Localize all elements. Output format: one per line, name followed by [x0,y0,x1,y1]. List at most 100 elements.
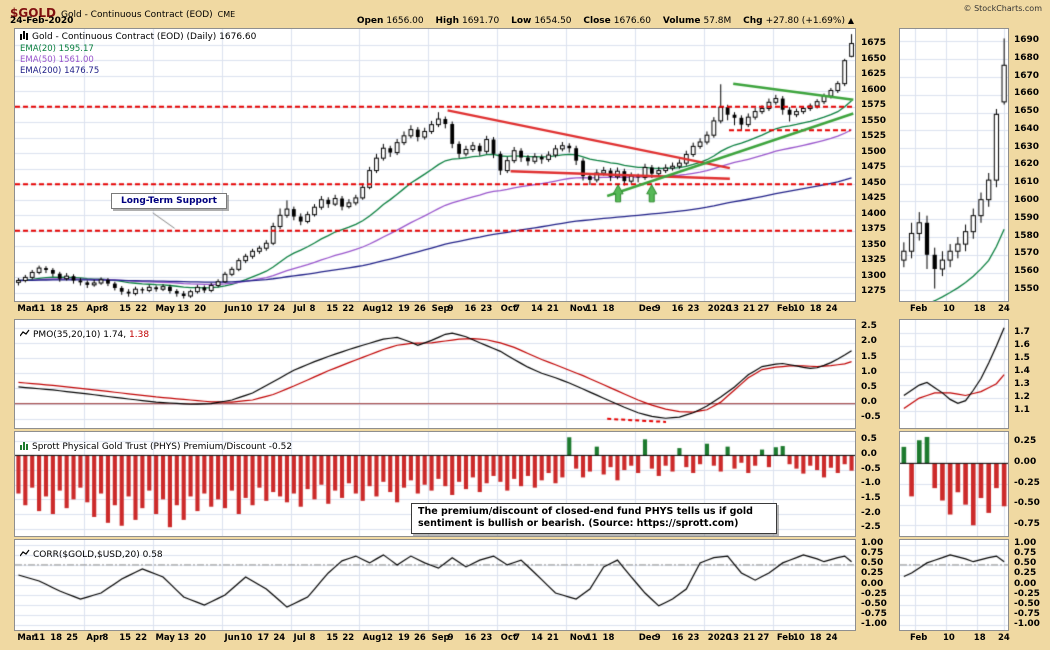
y-tick-label: 1375 [861,224,887,235]
x-tick-label: 18 [809,633,822,643]
y-tick-label: 2.5 [861,321,877,332]
xlabels-top-main: Mar 11 18 25 Apr 8 15 22 May 13 20 Jun 10 17 24 Jul 8 15 2… [14,304,856,317]
y-tick-label: 0.00 [1014,456,1037,467]
y-axis-price-zoom: 1550 1560 1570 1580 1590 1600 1610 1620 1630 1640… [1011,28,1049,302]
x-tick-label: Dec [638,304,657,314]
phys-label: Sprott Physical Gold Trust (PHYS) Premiu… [32,442,293,452]
high-value: 1691.70 [461,16,500,26]
x-tick-label: 7 [514,304,521,314]
volume-value: 57.8M [703,16,732,26]
y-tick-label: 1325 [861,255,887,266]
y-tick-label: -0.5 [861,463,881,474]
y-tick-label: 1690 [1014,34,1040,45]
y-tick-label: 0.00 [861,578,884,589]
quote-volume: Volume 57.8M [663,16,731,26]
x-tick-label: 15 [326,633,339,643]
x-tick-label: 11 [33,633,46,643]
y-tick-label: 0.75 [861,548,884,559]
y-tick-label: -0.50 [861,598,887,609]
pmo-legend: PMO(35,20,10) 1.74, 1.38 [19,322,149,342]
x-tick-label: May [155,633,175,643]
x-tick-label: 18 [602,633,615,643]
phys-legend: Sprott Physical Gold Trust (PHYS) Premiu… [20,434,292,454]
y-tick-label: 1590 [1014,212,1040,223]
close-label: Close [583,16,611,26]
y-tick-label: 1.7 [1014,326,1030,337]
y-tick-label: -0.75 [1014,608,1040,619]
x-tick-label: 21 [546,633,559,643]
y-tick-label: 1640 [1014,123,1040,134]
xlabels-top-mini: Feb 10 18 24 [899,304,1010,317]
x-tick-label: 22 [342,304,355,314]
x-tick-label: 10 [943,304,955,314]
y-tick-label: -0.50 [1014,598,1040,609]
y-tick-label: 1600 [861,84,887,95]
x-tick-label: 21 [743,304,756,314]
phys-panel-zoom [899,431,1009,537]
x-tick-label: Nov [569,304,589,314]
quote-low: Low 1654.50 [511,16,571,26]
x-tick-label: 23 [480,633,493,643]
y-tick-label: 1580 [1014,230,1040,241]
x-tick-label: 22 [135,633,148,643]
x-tick-label: 17 [257,633,270,643]
price-panel: Gold - Continuous Contract (EOD) (Daily)… [14,28,856,302]
x-tick-label: 13 [177,633,190,643]
quote-row: Open 1656.00 High 1691.70 Low 1654.50 Close… [348,16,854,26]
ema20-legend: EMA(20) 1595.17 [20,44,94,55]
x-tick-label: 26 [413,633,426,643]
y-axis-pmo: -0.5 0.0 0.5 1.0 1.5 2.0 2.5 [858,319,898,429]
x-tick-label: Sep [431,304,450,314]
y-tick-label: 1675 [861,38,887,49]
indicator-icon [19,329,30,342]
phys-legend-row: Sprott Physical Gold Trust (PHYS) Premiu… [20,442,292,452]
x-tick-label: 14 [530,633,543,643]
y-tick-label: 1450 [861,177,887,188]
x-tick-label: Apr [86,633,104,643]
x-tick-label: 15 [119,633,132,643]
x-tick-label: 9 [447,304,454,314]
x-tick-label: 13 [177,304,190,314]
y-axis-pmo-zoom: 1.1 1.2 1.3 1.4 1.5 1.6 1.7 [1011,319,1049,429]
xlabels-bottom-mini: Feb 10 18 24 [899,633,1010,646]
x-tick-label: 12 [381,304,393,314]
y-tick-label: 1425 [861,193,887,204]
x-tick-label: 24 [273,304,286,314]
x-tick-label: 16 [671,304,684,314]
x-tick-label: 8 [309,633,316,643]
y-tick-label: -1.00 [1014,618,1040,629]
indicator-icon [19,549,30,562]
y-tick-label: 1525 [861,131,887,142]
x-tick-label: 10 [240,304,253,314]
x-tick-label: 10 [240,633,253,643]
x-tick-label: 20 [194,633,207,643]
y-tick-label: 1630 [1014,141,1040,152]
y-tick-label: 1620 [1014,159,1040,170]
x-tick-label: Oct [500,304,517,314]
y-tick-label: -1.0 [861,478,881,489]
ema200-legend: EMA(200) 1476.75 [20,65,100,76]
x-tick-label: 13 [727,633,740,643]
y-tick-label: 1.6 [1014,339,1030,350]
y-tick-label: 1.3 [1014,378,1030,389]
y-tick-label: -0.5 [861,412,881,423]
x-tick-label: 11 [585,304,598,314]
x-tick-label: Aug [362,633,382,643]
low-value: 1654.50 [534,16,572,26]
y-tick-label: 0.75 [1014,548,1037,559]
y-tick-label: 0.25 [861,568,884,579]
y-tick-label: -0.75 [1014,518,1040,529]
y-tick-label: -0.25 [1014,477,1040,488]
y-tick-label: -0.50 [1014,498,1040,509]
x-tick-label: 12 [381,633,393,643]
corr-canvas [15,540,855,630]
y-tick-label: 1475 [861,162,887,173]
price-legend-title-row: Gold - Continuous Contract (EOD) (Daily)… [20,31,256,44]
y-tick-label: 1570 [1014,248,1040,259]
x-tick-label: 23 [687,304,700,314]
title-row: $GOLD Gold - Continuous Contract (EOD) CME [10,2,235,21]
x-tick-label: Nov [569,633,589,643]
pmo-mini-canvas [900,320,1008,428]
corr-mini-canvas [900,540,1008,630]
quote-change: Chg +27.80 (+1.69%) ▲ [743,16,854,26]
